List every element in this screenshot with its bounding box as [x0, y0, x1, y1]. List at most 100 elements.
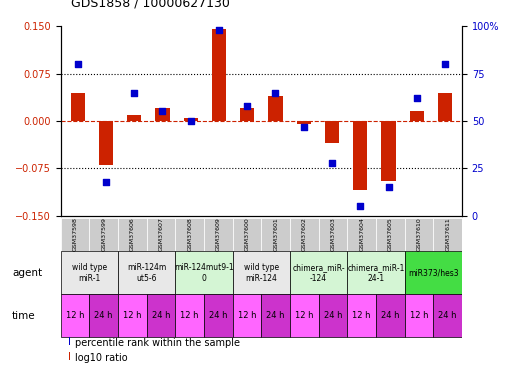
Bar	[147, 217, 175, 251]
Bar	[89, 217, 118, 251]
Bar	[376, 294, 404, 338]
Text: wild type
miR-124: wild type miR-124	[244, 263, 279, 283]
Bar	[118, 294, 147, 338]
Text: GSM37608: GSM37608	[187, 217, 192, 251]
Bar	[204, 294, 233, 338]
Bar	[268, 96, 282, 121]
Bar	[433, 294, 462, 338]
Text: GSM37601: GSM37601	[273, 217, 278, 251]
Bar	[61, 294, 89, 338]
Bar	[319, 217, 347, 251]
Bar	[410, 111, 424, 121]
Bar	[381, 121, 395, 181]
Text: 12 h: 12 h	[352, 311, 371, 320]
Bar	[347, 251, 404, 294]
Text: 12 h: 12 h	[181, 311, 199, 320]
Text: GSM37602: GSM37602	[302, 217, 307, 251]
Text: log10 ratio: log10 ratio	[75, 352, 127, 363]
Text: miR-124mut9-1
0: miR-124mut9-1 0	[174, 263, 234, 283]
Bar	[147, 294, 175, 338]
Point	[384, 184, 393, 190]
Bar	[290, 217, 319, 251]
Text: GSM37599: GSM37599	[101, 217, 106, 251]
Text: 12 h: 12 h	[295, 311, 314, 320]
Point	[412, 95, 421, 101]
Bar	[175, 294, 204, 338]
Point	[441, 61, 449, 67]
Bar	[233, 251, 290, 294]
Bar	[175, 217, 204, 251]
Bar	[353, 121, 367, 190]
Bar	[347, 294, 376, 338]
Text: GSM37598: GSM37598	[72, 217, 78, 251]
Point	[215, 27, 223, 33]
Text: chimera_miR-1
24-1: chimera_miR-1 24-1	[347, 263, 404, 283]
Bar	[127, 115, 142, 121]
Bar	[118, 251, 175, 294]
Bar	[233, 217, 261, 251]
Point	[102, 178, 110, 184]
Text: chimera_miR-
-124: chimera_miR- -124	[293, 263, 345, 283]
Bar	[404, 294, 433, 338]
Text: 24 h: 24 h	[324, 311, 342, 320]
Bar	[233, 294, 261, 338]
Text: 12 h: 12 h	[123, 311, 142, 320]
Bar	[89, 294, 118, 338]
Bar	[261, 294, 290, 338]
Text: 12 h: 12 h	[66, 311, 84, 320]
Text: miR-124m
ut5-6: miR-124m ut5-6	[127, 263, 166, 283]
Text: wild type
miR-1: wild type miR-1	[72, 263, 107, 283]
Point	[186, 118, 195, 124]
Bar	[347, 217, 376, 251]
Text: 24 h: 24 h	[209, 311, 228, 320]
Bar	[61, 251, 118, 294]
Text: agent: agent	[12, 268, 42, 278]
Text: 12 h: 12 h	[410, 311, 428, 320]
Bar	[69, 352, 70, 360]
Text: GSM37604: GSM37604	[359, 217, 364, 251]
Bar	[212, 29, 226, 121]
Text: miR373/hes3: miR373/hes3	[408, 268, 459, 278]
Bar	[404, 251, 462, 294]
Bar	[240, 108, 254, 121]
Bar	[99, 121, 113, 165]
Bar	[204, 217, 233, 251]
Bar	[433, 217, 462, 251]
Bar	[290, 294, 319, 338]
Bar	[319, 294, 347, 338]
Text: time: time	[12, 311, 35, 321]
Point	[130, 90, 138, 96]
Text: percentile rank within the sample: percentile rank within the sample	[75, 338, 240, 348]
Text: 24 h: 24 h	[438, 311, 457, 320]
Point	[243, 103, 251, 109]
Bar	[297, 121, 311, 124]
Text: GDS1858 / 10000627130: GDS1858 / 10000627130	[71, 0, 230, 9]
Bar	[118, 217, 147, 251]
Text: GSM37609: GSM37609	[216, 217, 221, 251]
Text: GSM37607: GSM37607	[158, 217, 164, 251]
Bar	[325, 121, 339, 143]
Bar	[261, 217, 290, 251]
Bar	[71, 93, 84, 121]
Text: GSM37611: GSM37611	[445, 217, 450, 251]
Text: GSM37605: GSM37605	[388, 217, 393, 251]
Text: 12 h: 12 h	[238, 311, 256, 320]
Point	[299, 124, 308, 130]
Text: 24 h: 24 h	[95, 311, 113, 320]
Text: GSM37606: GSM37606	[130, 217, 135, 251]
Bar	[376, 217, 404, 251]
Point	[356, 203, 364, 209]
Text: 24 h: 24 h	[267, 311, 285, 320]
Bar	[290, 251, 347, 294]
Point	[271, 90, 280, 96]
Bar	[404, 217, 433, 251]
Bar	[69, 337, 70, 345]
Bar	[184, 118, 198, 121]
Text: GSM37600: GSM37600	[244, 217, 250, 251]
Bar	[61, 217, 89, 251]
Point	[328, 160, 336, 166]
Text: 24 h: 24 h	[152, 311, 171, 320]
Text: GSM37610: GSM37610	[417, 217, 421, 251]
Bar	[155, 108, 169, 121]
Text: 24 h: 24 h	[381, 311, 400, 320]
